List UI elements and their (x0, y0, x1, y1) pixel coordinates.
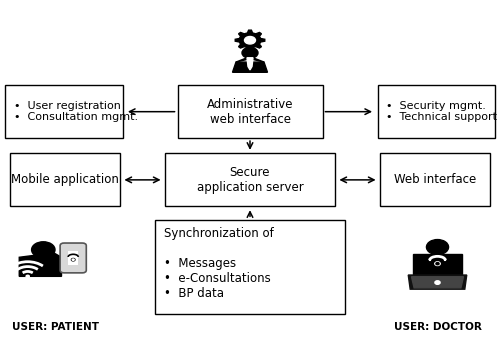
FancyBboxPatch shape (155, 220, 345, 314)
Polygon shape (408, 275, 467, 289)
Circle shape (426, 239, 448, 255)
FancyBboxPatch shape (68, 251, 78, 265)
Text: •  Security mgmt.
•  Technical support: • Security mgmt. • Technical support (386, 101, 498, 122)
Text: Administrative
web interface: Administrative web interface (207, 98, 293, 126)
Polygon shape (252, 57, 264, 62)
FancyBboxPatch shape (178, 85, 322, 138)
Text: USER: DOCTOR: USER: DOCTOR (394, 323, 482, 332)
FancyBboxPatch shape (60, 243, 86, 273)
Circle shape (242, 47, 258, 58)
Text: Secure
application server: Secure application server (196, 166, 304, 194)
Polygon shape (232, 62, 268, 72)
Text: Web interface: Web interface (394, 173, 476, 187)
Text: USER: PATIENT: USER: PATIENT (12, 323, 99, 332)
Polygon shape (412, 277, 464, 288)
FancyBboxPatch shape (380, 153, 490, 206)
Circle shape (72, 258, 75, 261)
FancyBboxPatch shape (378, 85, 495, 138)
Circle shape (435, 281, 440, 284)
Polygon shape (247, 58, 253, 70)
Circle shape (32, 242, 55, 258)
Polygon shape (19, 253, 61, 276)
Polygon shape (413, 254, 462, 275)
Polygon shape (236, 57, 248, 62)
Circle shape (244, 36, 256, 44)
Polygon shape (235, 30, 265, 50)
Circle shape (435, 262, 440, 266)
FancyBboxPatch shape (5, 85, 122, 138)
Text: •  User registration
•  Consultation mgmt.: • User registration • Consultation mgmt. (14, 101, 138, 122)
Text: Mobile application: Mobile application (11, 173, 119, 187)
FancyBboxPatch shape (10, 153, 120, 206)
Circle shape (72, 259, 74, 261)
Circle shape (26, 275, 30, 278)
Circle shape (436, 263, 439, 265)
Text: Synchronization of

•  Messages
•  e-Consultations
•  BP data: Synchronization of • Messages • e-Consul… (164, 227, 274, 300)
FancyBboxPatch shape (165, 153, 335, 206)
